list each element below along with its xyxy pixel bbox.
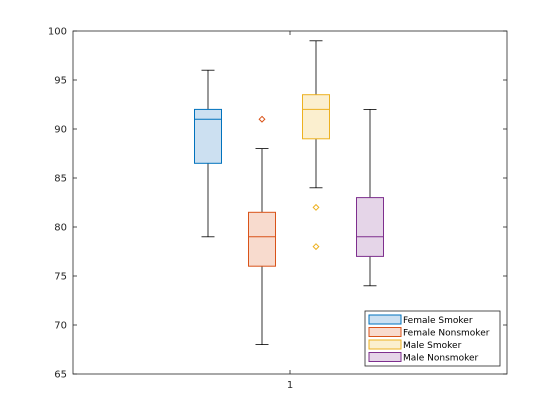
box-male-nonsmoker bbox=[356, 109, 384, 287]
outlier-point bbox=[312, 243, 320, 251]
box-body bbox=[194, 108, 222, 164]
legend-swatch bbox=[368, 314, 402, 325]
y-tick-label: 85 bbox=[54, 174, 67, 185]
x-tick-label: 1 bbox=[287, 380, 293, 391]
y-tick-label: 100 bbox=[48, 27, 67, 38]
box-female-nonsmoker bbox=[248, 115, 276, 346]
legend-swatch bbox=[368, 327, 402, 337]
x-axis: 1 bbox=[287, 31, 293, 391]
y-axis: 65 70 75 80 85 90 95 100 bbox=[48, 27, 507, 381]
box-body bbox=[302, 94, 330, 140]
legend-label: Male Smoker bbox=[403, 341, 462, 351]
y-tick-label: 90 bbox=[54, 125, 67, 136]
outlier-point bbox=[258, 115, 266, 123]
y-tick-label: 75 bbox=[54, 272, 67, 283]
legend-label: Male Nonsmoker bbox=[403, 354, 479, 364]
box-female-smoker bbox=[194, 69, 222, 238]
outlier-point bbox=[312, 203, 320, 211]
legend-label: Female Smoker bbox=[403, 316, 473, 326]
box-male-smoker bbox=[302, 40, 330, 251]
y-tick-label: 65 bbox=[54, 370, 67, 381]
boxes bbox=[194, 40, 384, 346]
legend-swatch bbox=[368, 352, 402, 362]
box-body bbox=[248, 211, 276, 267]
legend-swatch bbox=[368, 339, 402, 350]
box-body bbox=[356, 197, 384, 257]
y-tick-label: 95 bbox=[54, 76, 67, 87]
legend: Female Smoker Female Nonsmoker Male Smoker… bbox=[364, 310, 501, 367]
y-tick-label: 70 bbox=[54, 321, 67, 332]
y-tick-label: 80 bbox=[54, 223, 67, 234]
legend-label: Female Nonsmoker bbox=[403, 329, 490, 339]
